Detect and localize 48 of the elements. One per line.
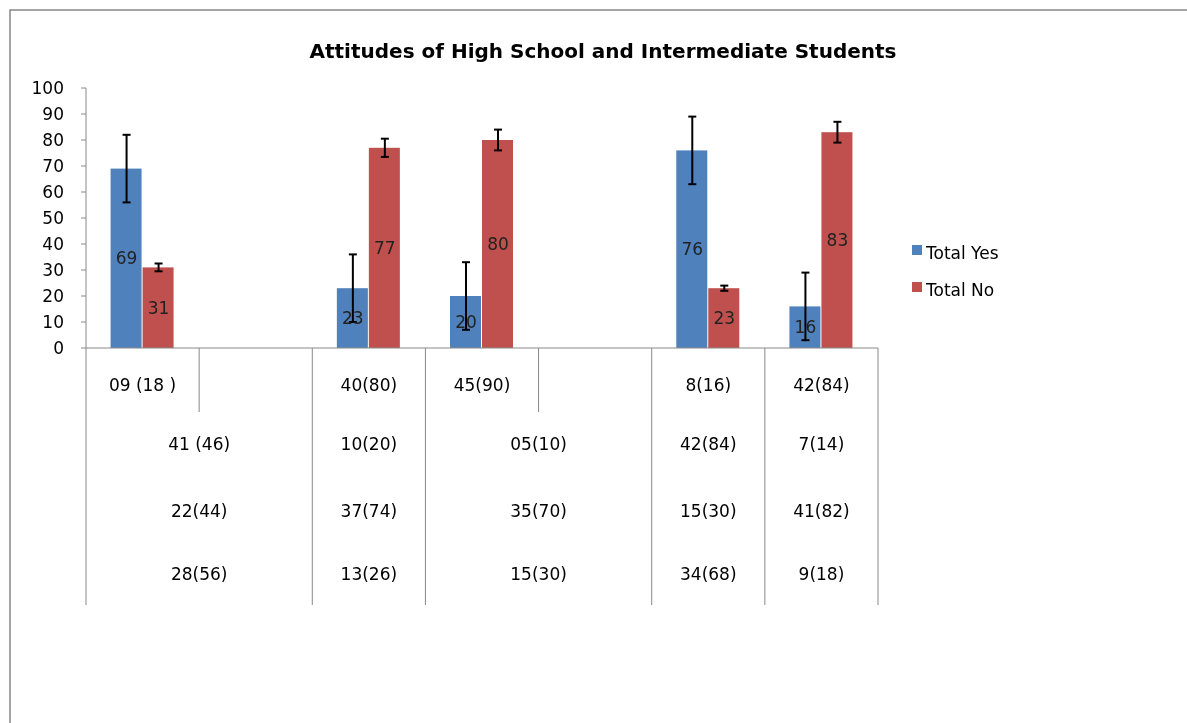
text: 41 (46) [168, 434, 231, 454]
y-tick-label: 70 [42, 156, 64, 176]
bar [110, 168, 142, 348]
text: 05(10) [510, 434, 567, 454]
text: 28(56) [170, 564, 228, 584]
y-tick-label: 90 [42, 104, 64, 124]
text: 13(26) [340, 564, 398, 584]
text: 7(14) [798, 434, 845, 454]
x-tick-label: 42(84) [793, 375, 850, 395]
bar [368, 147, 400, 348]
y-tick-label: 40 [42, 234, 64, 254]
y-tick-label: 20 [42, 286, 64, 306]
data-label: 80 [487, 234, 509, 254]
legend-label: Total Yes [925, 243, 999, 263]
text: 37(74) [340, 501, 398, 521]
text: 9(18) [798, 564, 845, 584]
y-tick-label: 60 [42, 182, 64, 202]
legend-label: Total No [925, 280, 995, 300]
bar [708, 288, 740, 348]
text: 15(30) [510, 564, 567, 584]
data-label: 31 [147, 297, 170, 318]
x-tick-label: 09 (18 ) [108, 375, 177, 395]
bar [676, 150, 708, 348]
text: 41(82) [793, 501, 850, 521]
data-label: 77 [374, 237, 396, 258]
chart-title: Attitudes of High School and Intermediate Students [309, 39, 897, 63]
x-tick-label: 45(90) [453, 375, 511, 395]
y-tick-label: 100 [31, 78, 64, 98]
bar [482, 140, 513, 348]
y-tick-label: 30 [42, 260, 64, 280]
text: 34(68) [680, 564, 737, 584]
data-label: 83 [826, 230, 849, 251]
data-label: 76 [681, 239, 704, 260]
text: 35(70) [510, 501, 567, 521]
x-tick-label: 40(80) [340, 375, 398, 395]
text: 10(20) [340, 434, 398, 454]
text: 15(30) [680, 501, 737, 521]
y-tick-label: 50 [42, 208, 64, 228]
y-tick-label: 0 [53, 338, 64, 358]
text: 42(84) [680, 434, 737, 454]
bar [142, 267, 174, 348]
data-label: 23 [713, 308, 736, 329]
y-tick-label: 80 [42, 130, 64, 150]
x-tick-label: 8(16) [685, 375, 732, 395]
bar [821, 132, 853, 348]
data-label: 69 [115, 248, 138, 269]
text: 22(44) [170, 501, 228, 521]
y-tick-label: 10 [42, 312, 64, 332]
